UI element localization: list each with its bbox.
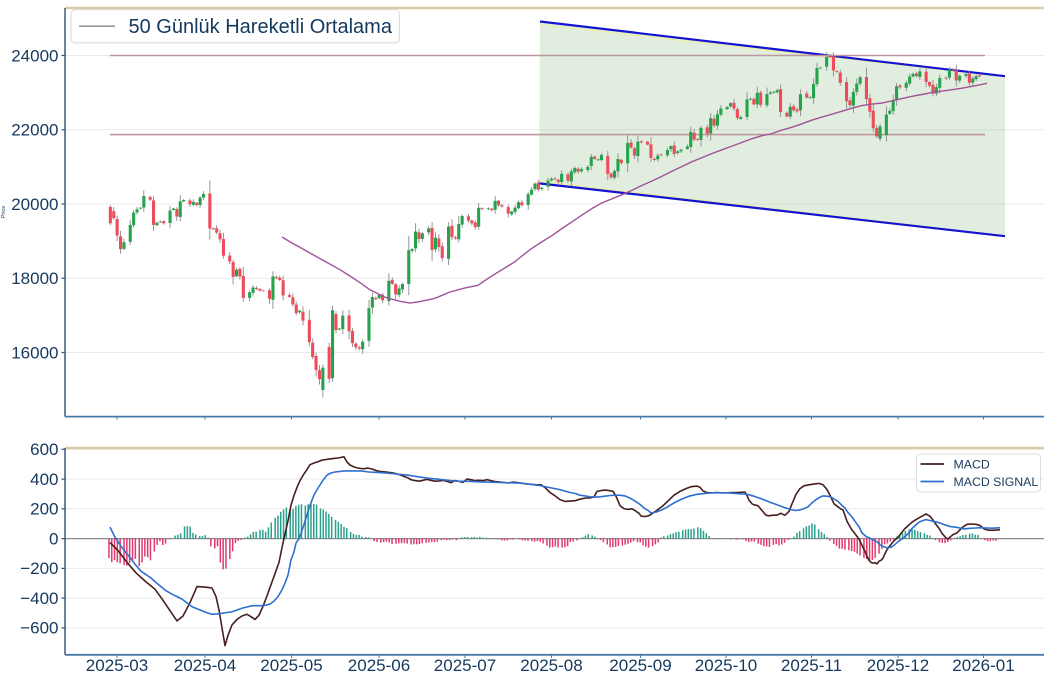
- svg-text:2026-01: 2026-01: [952, 656, 1014, 675]
- svg-text:400: 400: [30, 470, 58, 489]
- svg-text:Price: Price: [1, 206, 7, 219]
- svg-text:2025-06: 2025-06: [348, 656, 410, 675]
- svg-text:−600: −600: [20, 619, 58, 638]
- svg-text:2025-12: 2025-12: [867, 656, 929, 675]
- svg-text:−200: −200: [20, 559, 58, 578]
- svg-text:MACD: MACD: [954, 457, 990, 471]
- svg-text:2025-05: 2025-05: [260, 656, 322, 675]
- svg-text:2025-11: 2025-11: [781, 656, 842, 675]
- svg-text:2025-08: 2025-08: [520, 656, 582, 675]
- svg-text:600: 600: [30, 440, 58, 459]
- svg-text:200: 200: [30, 500, 58, 519]
- svg-text:50 Günlük Hareketli Ortalama: 50 Günlük Hareketli Ortalama: [129, 16, 393, 38]
- svg-text:22000: 22000: [11, 121, 58, 140]
- svg-text:24000: 24000: [11, 46, 58, 65]
- svg-text:2025-07: 2025-07: [434, 656, 496, 675]
- svg-text:2025-04: 2025-04: [174, 656, 236, 675]
- svg-text:20000: 20000: [11, 195, 58, 214]
- svg-text:16000: 16000: [11, 343, 58, 362]
- svg-text:0: 0: [49, 529, 58, 548]
- svg-text:2025-09: 2025-09: [609, 656, 671, 675]
- svg-text:2025-10: 2025-10: [695, 656, 757, 675]
- svg-text:18000: 18000: [11, 269, 58, 288]
- svg-text:−400: −400: [20, 589, 58, 608]
- svg-text:2025-03: 2025-03: [86, 656, 148, 675]
- svg-text:MACD SIGNAL: MACD SIGNAL: [954, 475, 1039, 489]
